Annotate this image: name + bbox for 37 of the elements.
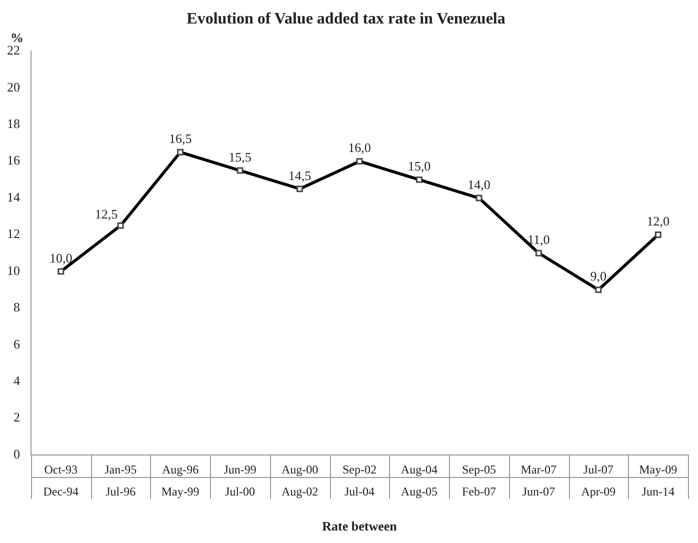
x-tick-label: Aug-96 May-99 (161, 462, 200, 498)
y-tick-label: 4 (14, 373, 20, 388)
y-tick-label: 14 (7, 189, 20, 204)
y-tick-label: 12 (7, 226, 20, 242)
y-tick-label: 0 (14, 446, 20, 462)
data-label: 14,0 (468, 176, 490, 192)
data-label: 16,5 (168, 131, 192, 146)
x-axis-title: Rate between (322, 518, 398, 534)
data-label: 12,0 (646, 214, 670, 229)
y-axis-title: % (10, 30, 24, 46)
chart-title: Evolution of Value added tax rate in Venezuela (186, 10, 506, 28)
y-tick-label: 10 (7, 262, 20, 278)
x-tick-label: Mar-07 Jun-07 (520, 462, 557, 498)
y-tick-label: 20 (7, 79, 20, 94)
x-tick-label: Jan-95 Jul-96 (104, 462, 137, 498)
x-tick-label: Aug-04 Aug-05 (400, 462, 438, 498)
x-tick-label: Oct-93 Dec-94 (43, 462, 79, 498)
y-tick-label: 18 (7, 116, 20, 132)
data-label: 11,0 (528, 232, 550, 248)
x-tick-label: Jun-99 Jul-00 (224, 462, 256, 498)
data-label: 9,0 (590, 268, 607, 284)
data-label: 15,5 (228, 149, 252, 164)
data-label: 14,5 (288, 168, 312, 183)
y-tick-label: 2 (14, 410, 20, 425)
data-label: 15,0 (408, 158, 431, 174)
data-label: 10,0 (49, 250, 72, 266)
data-label: 16,0 (348, 140, 371, 156)
y-tick-label: 16 (7, 152, 20, 168)
y-tick-label: 6 (14, 336, 20, 352)
data-label: 12,5 (94, 206, 118, 222)
y-tick-label: 22 (7, 42, 20, 58)
x-tick-label: May-09 Jun-14 (639, 462, 678, 498)
x-tick-label: Sep-05 Feb-07 (462, 462, 496, 498)
x-tick-label: Sep-02 Jul-04 (342, 462, 376, 498)
x-tick-label: Aug-00 Aug-02 (281, 462, 318, 498)
x-tick-label: Jul-07 Apr-09 (581, 462, 616, 498)
y-tick-label: 8 (14, 300, 20, 315)
